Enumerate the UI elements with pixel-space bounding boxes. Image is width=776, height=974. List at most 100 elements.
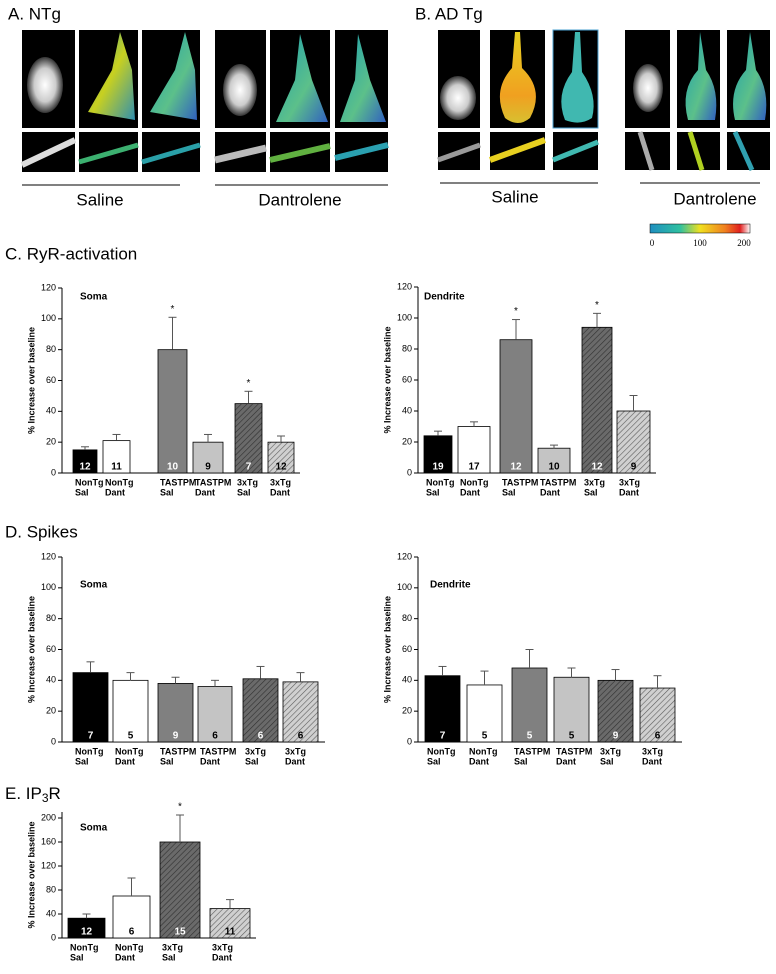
x-tick-label: 3xTg: [584, 477, 605, 487]
bar-hatch: [617, 411, 650, 473]
x-tick-label: Sal: [245, 756, 259, 766]
section-title-sub: 3: [42, 791, 49, 805]
n-label: 12: [591, 462, 603, 473]
n-label: 9: [205, 462, 211, 473]
x-tick-label: NonTg: [469, 746, 498, 756]
x-tick-label: Dant: [195, 487, 215, 497]
y-tick-label: 0: [51, 467, 56, 477]
bar-hatch: [268, 442, 294, 473]
x-tick-label: TASTPM: [502, 477, 538, 487]
bar: [72, 672, 109, 743]
group-label: Dantrolene: [258, 190, 341, 209]
y-tick-label: 0: [407, 736, 412, 746]
n-label: 10: [548, 462, 560, 473]
x-tick-label: Dant: [115, 952, 135, 962]
x-tick-label: 3xTg: [285, 746, 306, 756]
x-tick-label: 3xTg: [212, 942, 233, 952]
y-tick-label: 100: [41, 313, 56, 323]
x-tick-label: TASTPM: [556, 746, 592, 756]
n-label: 19: [432, 462, 444, 473]
bar-hatch: [598, 680, 633, 742]
y-tick-label: 120: [41, 860, 56, 870]
x-tick-label: 3xTg: [600, 746, 621, 756]
x-tick-label: NonTg: [460, 477, 489, 487]
bar: [192, 441, 224, 474]
y-tick-label: 80: [402, 613, 412, 623]
y-tick-label: 40: [46, 406, 56, 416]
bar: [424, 675, 461, 743]
x-tick-label: TASTPM: [540, 477, 576, 487]
x-tick-label: TASTPM: [160, 477, 196, 487]
n-label: 6: [129, 927, 135, 938]
y-tick-label: 60: [46, 375, 56, 385]
x-tick-label: Sal: [502, 487, 516, 497]
n-label: 6: [298, 731, 304, 742]
x-tick-label: Dant: [556, 756, 576, 766]
chart-title: Dendrite: [424, 292, 465, 303]
y-tick-label: 20: [402, 436, 412, 446]
y-tick-label: 100: [397, 582, 412, 592]
y-tick-label: 80: [46, 613, 56, 623]
n-label: 12: [510, 462, 522, 473]
bar-hatch: [160, 842, 200, 938]
x-tick-label: 3xTg: [237, 477, 258, 487]
n-label: 10: [167, 462, 179, 473]
n-label: 17: [468, 462, 480, 473]
bar-hatch: [243, 678, 278, 742]
y-axis-label: % Increase over baseline: [26, 821, 36, 928]
y-axis-label: % Increase over baseline: [26, 596, 36, 703]
x-tick-label: Dant: [285, 756, 305, 766]
panel-label: B. AD Tg: [415, 4, 483, 23]
y-tick-label: 40: [46, 675, 56, 685]
y-tick-label: 100: [397, 312, 412, 322]
bar-hatch: [210, 908, 250, 938]
x-tick-label: Sal: [514, 756, 528, 766]
bar: [553, 676, 590, 743]
x-tick-label: TASTPM: [514, 746, 550, 756]
n-label: 5: [569, 731, 575, 742]
significance: *: [595, 300, 599, 311]
x-tick-label: NonTg: [115, 942, 144, 952]
chart-title: Soma: [80, 823, 108, 834]
x-tick-label: Dant: [212, 952, 232, 962]
x-tick-label: TASTPM: [195, 477, 231, 487]
x-tick-label: 3xTg: [162, 942, 183, 952]
section-title-part: E. IP: [5, 784, 42, 803]
bar: [157, 683, 194, 743]
n-label: 9: [631, 462, 637, 473]
x-tick-label: NonTg: [105, 477, 134, 487]
y-tick-label: 40: [402, 405, 412, 415]
x-tick-label: NonTg: [70, 942, 99, 952]
x-tick-label: Dant: [105, 487, 125, 497]
x-tick-label: 3xTg: [642, 746, 663, 756]
n-label: 5: [482, 731, 488, 742]
x-tick-label: Dant: [460, 487, 480, 497]
colorbar-label: 0: [650, 238, 655, 248]
n-label: 11: [225, 927, 236, 938]
x-tick-label: Dant: [619, 487, 639, 497]
y-tick-label: 40: [402, 675, 412, 685]
chart-title: Dendrite: [430, 580, 471, 591]
y-tick-label: 100: [41, 582, 56, 592]
n-label: 6: [212, 731, 218, 742]
x-tick-label: NonTg: [426, 477, 455, 487]
significance: *: [178, 802, 182, 813]
x-tick-label: Sal: [162, 952, 176, 962]
y-tick-label: 80: [46, 884, 56, 894]
n-label: 7: [440, 731, 446, 742]
x-tick-label: TASTPM: [160, 746, 196, 756]
n-label: 6: [655, 731, 661, 742]
y-tick-label: 40: [46, 908, 56, 918]
n-label: 5: [128, 731, 134, 742]
y-tick-label: 120: [397, 281, 412, 291]
y-tick-label: 20: [402, 706, 412, 716]
bar: [466, 684, 503, 743]
y-tick-label: 0: [51, 736, 56, 746]
n-label: 7: [246, 462, 252, 473]
section-title-part: R: [49, 784, 61, 803]
significance: *: [171, 304, 175, 315]
x-tick-label: Sal: [160, 487, 174, 497]
section-title: C. RyR-activation: [5, 244, 137, 263]
bar-hatch: [283, 681, 318, 742]
significance: *: [247, 378, 251, 389]
